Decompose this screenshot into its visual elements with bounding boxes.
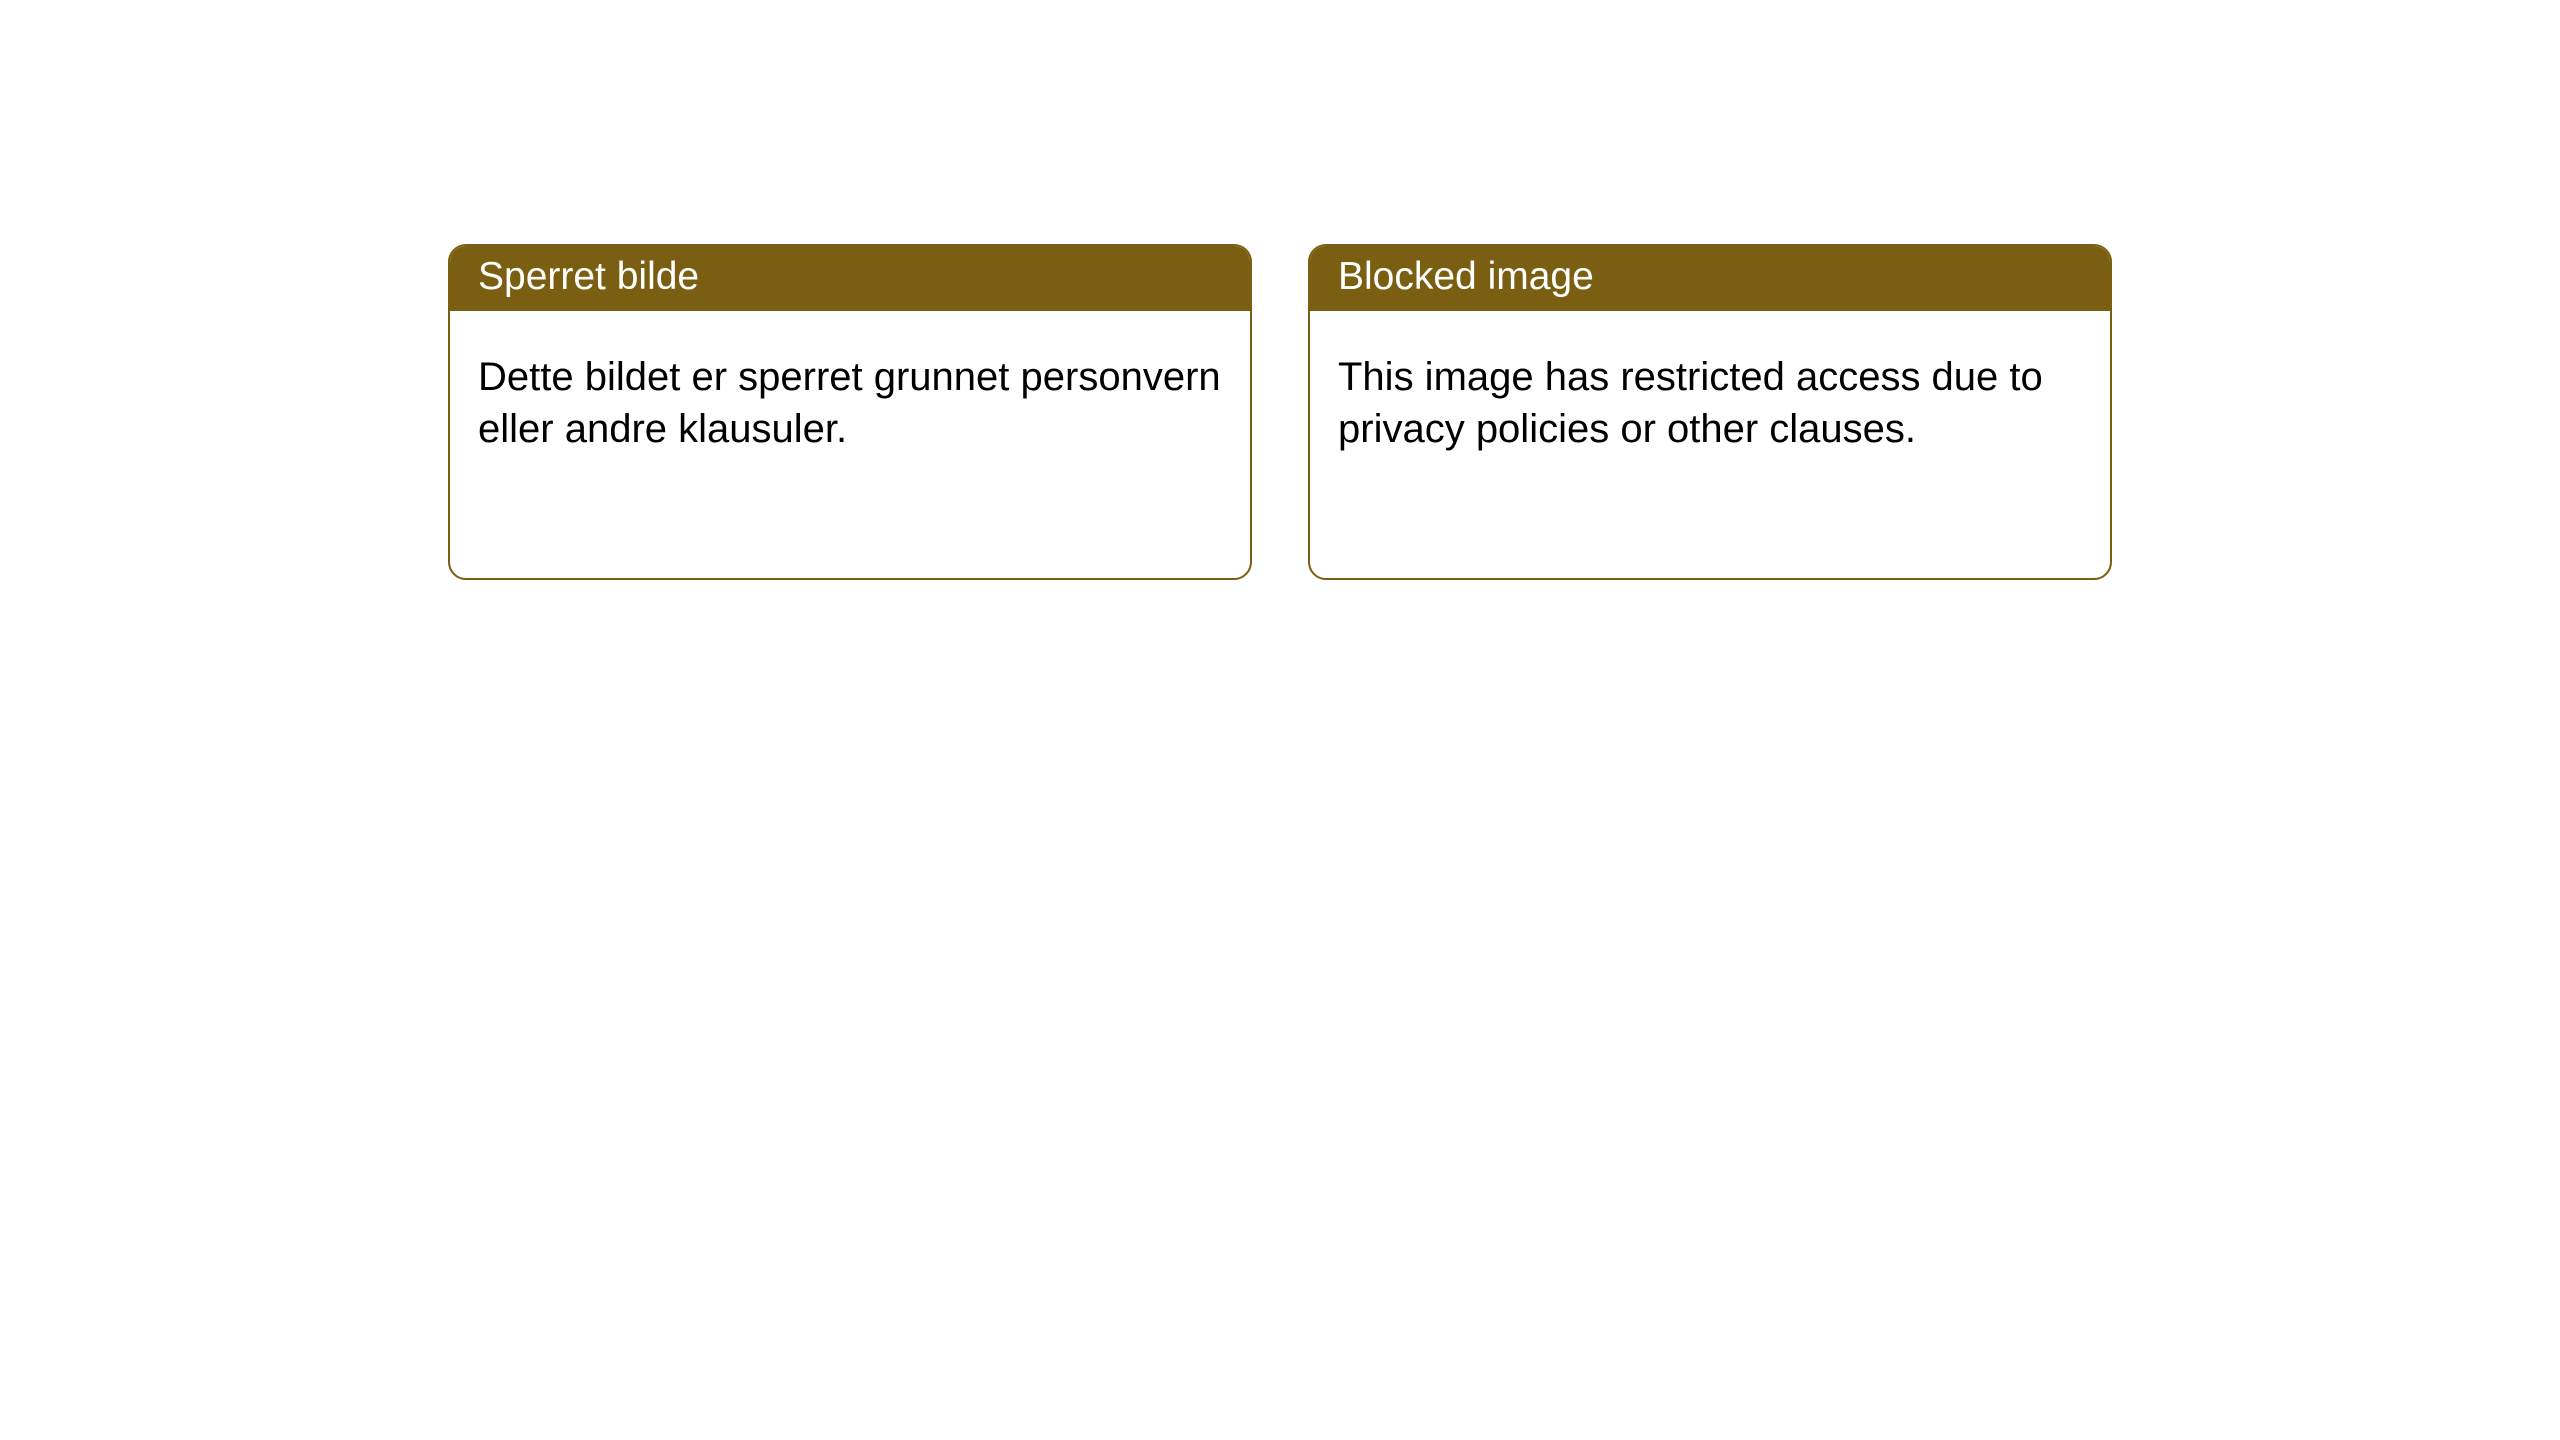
notice-title-norwegian: Sperret bilde	[450, 246, 1250, 311]
notice-title-english: Blocked image	[1310, 246, 2110, 311]
notice-container: Sperret bilde Dette bildet er sperret gr…	[0, 0, 2560, 580]
notice-body-english: This image has restricted access due to …	[1310, 311, 2110, 483]
notice-card-english: Blocked image This image has restricted …	[1308, 244, 2112, 580]
notice-card-norwegian: Sperret bilde Dette bildet er sperret gr…	[448, 244, 1252, 580]
notice-body-norwegian: Dette bildet er sperret grunnet personve…	[450, 311, 1250, 483]
